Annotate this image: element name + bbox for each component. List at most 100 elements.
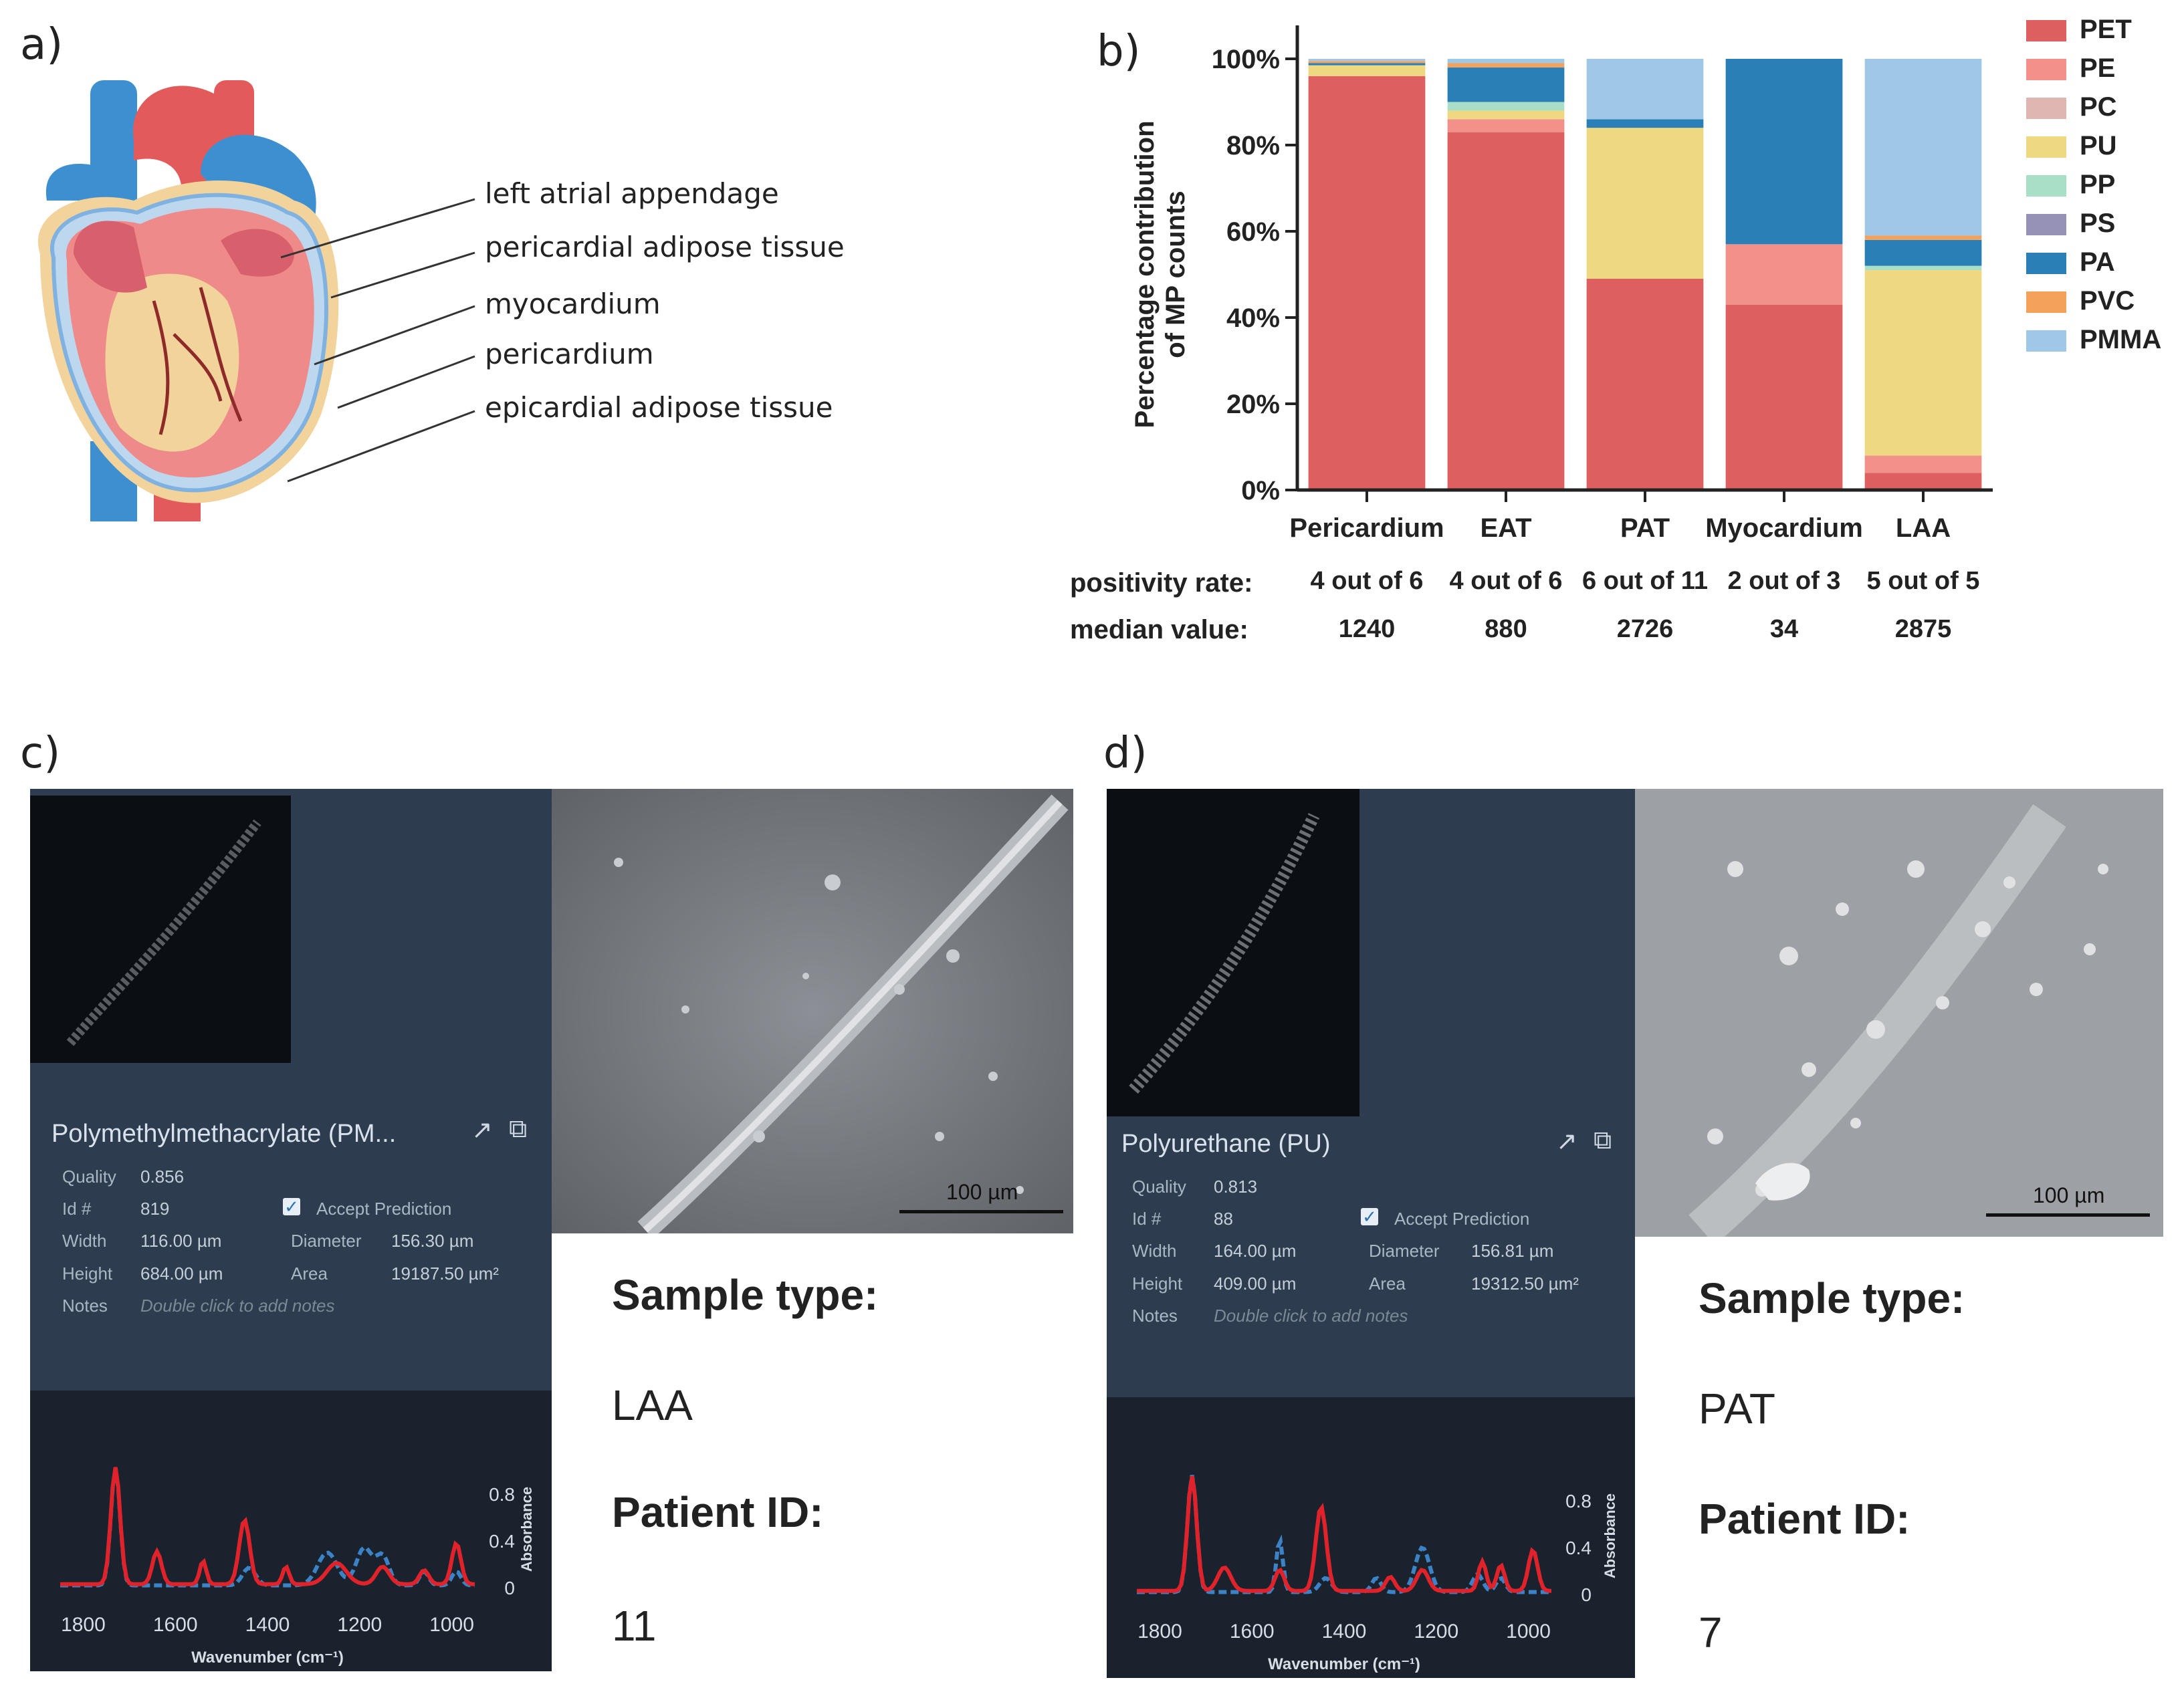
- quality-value: 0.856: [140, 1167, 185, 1187]
- notes-label: Notes: [62, 1296, 108, 1316]
- spectrum-y-tick: 0: [504, 1578, 515, 1598]
- accept-prediction-checkbox-d[interactable]: ✓: [1361, 1208, 1378, 1225]
- positivity-value: 6 out of 11: [1582, 567, 1708, 595]
- legend-swatch: [2026, 136, 2066, 158]
- legend-swatch: [2026, 214, 2066, 235]
- bar-segment-pe-myocardium: [1725, 244, 1843, 305]
- positivity-rate-label: positivity rate:: [1070, 568, 1253, 598]
- width-label: Width: [62, 1231, 107, 1251]
- legend-label: PE: [2080, 53, 2116, 83]
- label-epicardial-adipose: epicardial adipose tissue: [485, 391, 833, 424]
- label-left-atrial-appendage: left atrial appendage: [485, 177, 779, 210]
- bar-segment-pvc-eat: [1447, 63, 1565, 68]
- bar-segment-pu-eat: [1447, 110, 1565, 120]
- positivity-value: 5 out of 5: [1866, 567, 1980, 595]
- notes-field-d[interactable]: Double click to add notes: [1214, 1306, 1408, 1326]
- legend-label: PU: [2080, 131, 2117, 160]
- bar-segment-pet-myocardium: [1725, 304, 1843, 490]
- spectrum-x-tick: 1800: [61, 1614, 106, 1636]
- quality-label-d: Quality: [1132, 1177, 1186, 1197]
- notes-field[interactable]: Double click to add notes: [140, 1296, 335, 1316]
- spectrum-x-tick: 1600: [1230, 1620, 1275, 1643]
- id-value-d: 88: [1214, 1209, 1233, 1229]
- height-value-d: 409.00 µm: [1214, 1274, 1297, 1294]
- bar-segment-pa-pat: [1586, 119, 1704, 128]
- open-external-icon[interactable]: ⧉: [509, 1115, 528, 1143]
- y-axis-title-line: of MP counts: [1161, 191, 1190, 358]
- accept-prediction-label[interactable]: Accept Prediction: [316, 1199, 452, 1219]
- coronary-vessels: [152, 287, 243, 435]
- height-value: 684.00 µm: [140, 1263, 223, 1284]
- right-atrium: [74, 221, 147, 293]
- y-axis-title-line: Percentage contribution: [1130, 120, 1160, 428]
- x-category-label: PAT: [1620, 513, 1670, 543]
- height-label-d: Height: [1132, 1274, 1183, 1294]
- patient-id-label-d: Patient ID:: [1699, 1495, 1910, 1543]
- panel-label-b: b): [1097, 27, 1141, 76]
- spectrum-y-tick: 0.8: [489, 1484, 515, 1505]
- bar-segment-pp-laa: [1864, 265, 1982, 271]
- legend-swatch: [2026, 59, 2066, 80]
- spectrum-y-axis-title: Absorbance: [518, 1487, 535, 1572]
- diameter-value: 156.30 µm: [391, 1231, 474, 1251]
- legend-label: PA: [2080, 247, 2115, 277]
- positivity-value: 4 out of 6: [1310, 567, 1424, 595]
- bar-segment-pa-myocardium: [1725, 59, 1843, 245]
- patient-id-value-d: 7: [1699, 1608, 1723, 1657]
- positivity-value: 2 out of 3: [1727, 567, 1841, 595]
- y-tick-label: 80%: [1226, 131, 1280, 160]
- legend-label: PS: [2080, 209, 2116, 238]
- stacked-bar-chart: Percentage contribution of MP counts 0% 20%…: [1070, 0, 2184, 669]
- diameter-value-d: 156.81 µm: [1471, 1241, 1554, 1261]
- legend-swatch: [2026, 291, 2066, 313]
- legend-swatch: [2026, 175, 2066, 197]
- bar-segment-pet-pat: [1586, 278, 1704, 490]
- bar-segment-pu-pericardium: [1308, 65, 1426, 76]
- bar-segment-pp-eat: [1447, 102, 1565, 111]
- spectrum-x-axis-title: Wavenumber (cm⁻¹): [191, 1649, 344, 1667]
- legend-swatch: [2026, 20, 2066, 41]
- label-pericardial-adipose: pericardial adipose tissue: [485, 231, 845, 263]
- panel-label-d: d): [1103, 729, 1148, 778]
- x-category-label: Pericardium: [1289, 513, 1444, 543]
- spectrum-y-tick: 0.4: [1565, 1538, 1592, 1558]
- legend-swatch: [2026, 98, 2066, 119]
- scale-bar-d: [1986, 1213, 2150, 1217]
- particle-card-c: Polymethylmethacrylate (PM... ↗ ⧉ Qualit…: [30, 789, 552, 1671]
- y-tick-label: 60%: [1226, 217, 1280, 247]
- median-value: 2875: [1894, 615, 1952, 643]
- spectrum-x-tick: 1200: [1414, 1620, 1458, 1643]
- chart-svg: Percentage contribution of MP counts 0% 20%…: [1130, 25, 1993, 543]
- expand-icon[interactable]: ↗: [471, 1116, 493, 1144]
- bar-segment-pmma-pericardium: [1308, 59, 1426, 62]
- left-atrial-appendage: [221, 229, 294, 277]
- median-value: 880: [1485, 615, 1527, 643]
- heart-diagram: left atrial appendage pericardial adipos…: [0, 0, 1070, 655]
- id-value: 819: [140, 1199, 170, 1219]
- material-name-d: Polyurethane (PU): [1121, 1130, 1331, 1158]
- sample-spectrum-line: [1137, 1475, 1552, 1593]
- scale-label-d: 100 µm: [2033, 1183, 2105, 1207]
- epicardial-fat: [105, 273, 239, 452]
- spectrum-x-tick: 1200: [337, 1614, 382, 1636]
- accept-prediction-checkbox[interactable]: ✓: [283, 1198, 300, 1215]
- bar-segment-pet-laa: [1864, 473, 1982, 490]
- bar-segment-pu-pat: [1586, 128, 1704, 279]
- legend-label: PP: [2080, 170, 2116, 199]
- bar-segment-pmma-eat: [1447, 59, 1565, 64]
- accept-prediction-label-d[interactable]: Accept Prediction: [1394, 1209, 1530, 1229]
- label-pericardium: pericardium: [485, 338, 654, 370]
- median-value: 34: [1769, 615, 1799, 643]
- median-value-label: median value:: [1070, 615, 1248, 644]
- expand-icon-d[interactable]: ↗: [1556, 1128, 1577, 1156]
- heart-illustration: [37, 80, 475, 521]
- sample-spectrum-line: [60, 1467, 475, 1586]
- spectrum-x-tick: 1400: [1322, 1620, 1367, 1643]
- panel-label-a: a): [20, 20, 64, 70]
- panel-label-c: c): [20, 729, 61, 778]
- median-value: 1240: [1338, 615, 1396, 643]
- open-external-icon-d[interactable]: ⧉: [1594, 1126, 1612, 1155]
- legend-swatch: [2026, 253, 2066, 274]
- area-value: 19187.50 µm²: [391, 1263, 499, 1284]
- quality-value-d: 0.813: [1214, 1177, 1258, 1197]
